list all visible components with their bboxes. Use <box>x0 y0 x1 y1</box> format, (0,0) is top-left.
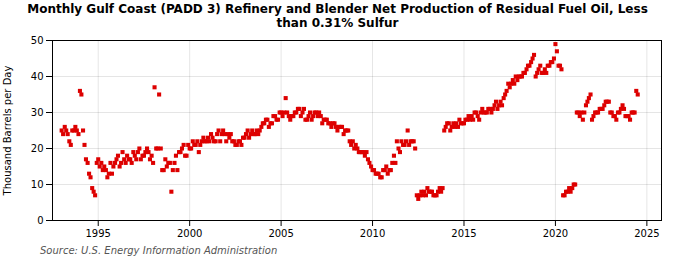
svg-text:1995: 1995 <box>85 228 110 239</box>
html-text:Monthly Gulf Coast (PADD 3) Re: Monthly Gulf Coast (PADD 3) Refinery and… <box>27 2 648 30</box>
svg-text:Thousand Barrels per Day: Thousand Barrels per Day <box>2 66 13 197</box>
svg-text:2010: 2010 <box>360 228 385 239</box>
svg-text:30: 30 <box>31 107 44 118</box>
svg-text:2005: 2005 <box>268 228 293 239</box>
svg-text:2015: 2015 <box>451 228 476 239</box>
svg-text:40: 40 <box>31 71 44 82</box>
svg-text:20: 20 <box>31 143 44 154</box>
svg-text:10: 10 <box>31 179 44 190</box>
svg-text:2025: 2025 <box>634 228 659 239</box>
svg-text:2000: 2000 <box>177 228 202 239</box>
svg-text:0: 0 <box>37 215 43 226</box>
html-text:Source: U.S. Energy Informatio: Source: U.S. Energy Information Administ… <box>40 245 278 256</box>
svg-text:2020: 2020 <box>543 228 568 239</box>
svg-text:50: 50 <box>31 35 44 46</box>
